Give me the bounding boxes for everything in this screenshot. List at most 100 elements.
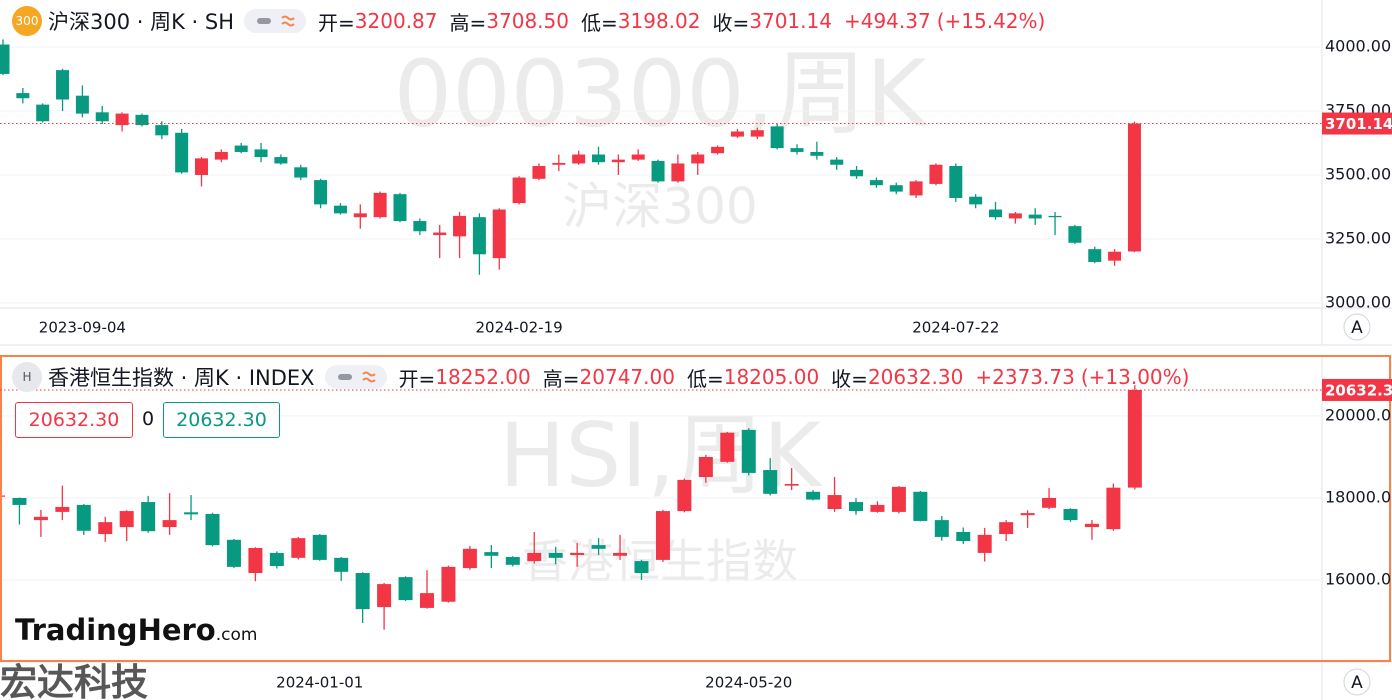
candle-body: [730, 131, 744, 137]
plot-area: 000300,周K 沪深300: [0, 39, 1322, 304]
ohlc-value: 3708.50: [486, 9, 569, 33]
ohlc-label: 高=: [542, 366, 580, 391]
candle-body: [12, 497, 27, 505]
candle-body: [634, 561, 649, 574]
watermark: 000300,周K: [394, 40, 929, 147]
candle-body: [377, 584, 392, 608]
indicator-toggle[interactable]: [324, 365, 387, 389]
candle-body: [184, 512, 199, 515]
candle-body: [552, 162, 566, 165]
candle-body: [269, 552, 284, 567]
candle-body: [420, 593, 434, 608]
candle-body: [977, 534, 992, 553]
y-tick-label: 3000.00: [1325, 292, 1391, 311]
candle-body: [1063, 509, 1078, 521]
candle-body: [1008, 213, 1022, 219]
candle-body: [16, 93, 30, 99]
sell-button[interactable]: 20632.30: [15, 402, 133, 438]
candle-body: [55, 506, 70, 512]
candle-body: [0, 44, 10, 74]
candle-body: [806, 491, 821, 500]
x-tick-label: 2024-02-19: [476, 319, 563, 337]
toggle-icon[interactable]: [324, 365, 387, 389]
candle-body: [56, 70, 70, 100]
candle-body: [711, 146, 725, 154]
candle-body: [175, 132, 189, 173]
candle-body: [913, 491, 928, 521]
ohlc-label: 低=: [581, 10, 618, 35]
candle-body: [135, 114, 149, 126]
candle-body: [677, 479, 692, 512]
candle-body: [226, 539, 241, 567]
candle-body: [195, 158, 208, 175]
legend-header: 300 沪深300 · 周K · SH 开= 3200.87 高= 3708.50 低= 31…: [12, 6, 1051, 36]
candle-body: [492, 209, 506, 259]
candle-body: [651, 160, 665, 182]
candle-body: [2, 495, 5, 497]
ohlc-value: 3200.87: [354, 9, 438, 33]
scale-button[interactable]: [1343, 668, 1371, 696]
candle-body: [527, 552, 542, 562]
ohlc-value: 20747.00: [579, 365, 675, 389]
y-tick-label: 4000.00: [1325, 37, 1391, 56]
candle-body: [691, 154, 705, 164]
candle-body: [1106, 487, 1121, 530]
candle-body: [274, 157, 288, 164]
candle-body: [591, 545, 606, 549]
quantity[interactable]: 0: [140, 402, 156, 436]
candle-body: [611, 159, 625, 163]
x-tick-label: 2024-05-20: [705, 674, 792, 692]
symbol-name: 沪深300 · 周K · SH: [48, 10, 235, 34]
x-tick-label: 2024-07-22: [912, 319, 999, 337]
candle-body: [312, 534, 327, 560]
logo-name: TradingHero: [15, 613, 216, 647]
last-price-label: 20632.30: [1325, 381, 1392, 399]
candle-body: [671, 163, 685, 182]
buy-button[interactable]: 20632.30: [163, 402, 280, 438]
candle-body: [441, 566, 456, 602]
symbol-name: 香港恒生指数 · 周K · INDEX: [48, 366, 315, 390]
candle-body: [934, 520, 949, 537]
change-percent: (+15.42%): [936, 9, 1046, 33]
toggle-icon[interactable]: [244, 9, 307, 33]
ohlc-label: 收=: [831, 366, 868, 391]
candle-body: [548, 552, 563, 558]
change: +494.37: [843, 9, 931, 33]
ohlc-label: 高=: [449, 10, 487, 35]
candle-body: [1048, 215, 1062, 218]
last-price-tag: [1322, 112, 1392, 135]
candle-body: [784, 484, 799, 486]
candle-body: [1127, 389, 1142, 488]
candle-body: [33, 516, 48, 521]
active-pane-border: [0, 355, 1391, 662]
scale-button-label[interactable]: A: [1351, 318, 1363, 338]
last-price-label: 3701.14: [1325, 115, 1392, 133]
y-tick-label: 16000.00: [1325, 570, 1392, 589]
candle-body: [1068, 226, 1082, 243]
scale-button-label[interactable]: A: [1351, 673, 1363, 693]
candle-body: [484, 552, 499, 556]
candle-body: [1020, 513, 1035, 516]
candle-body: [741, 429, 756, 473]
y-tick-label: 18000.00: [1325, 487, 1392, 506]
candle-body: [314, 180, 328, 205]
candle-body: [353, 213, 367, 218]
candle-body: [462, 548, 477, 569]
x-tick-label: 2024-01-01: [276, 674, 363, 692]
indicator-toggle[interactable]: [244, 9, 307, 33]
candle-body: [205, 513, 220, 546]
candle-body: [763, 470, 778, 494]
candle-body: [1108, 251, 1122, 261]
candle-body: [1028, 214, 1042, 219]
candle-body: [999, 522, 1014, 535]
candle-body: [75, 95, 89, 114]
scale-button[interactable]: [1343, 313, 1371, 341]
candle-body: [162, 520, 177, 528]
logo: TradingHero.com: [15, 613, 257, 647]
candle-body: [869, 180, 883, 186]
candle-body: [373, 192, 387, 218]
candle-body: [956, 532, 971, 542]
candle-body: [254, 149, 268, 158]
candle-body: [698, 456, 713, 478]
